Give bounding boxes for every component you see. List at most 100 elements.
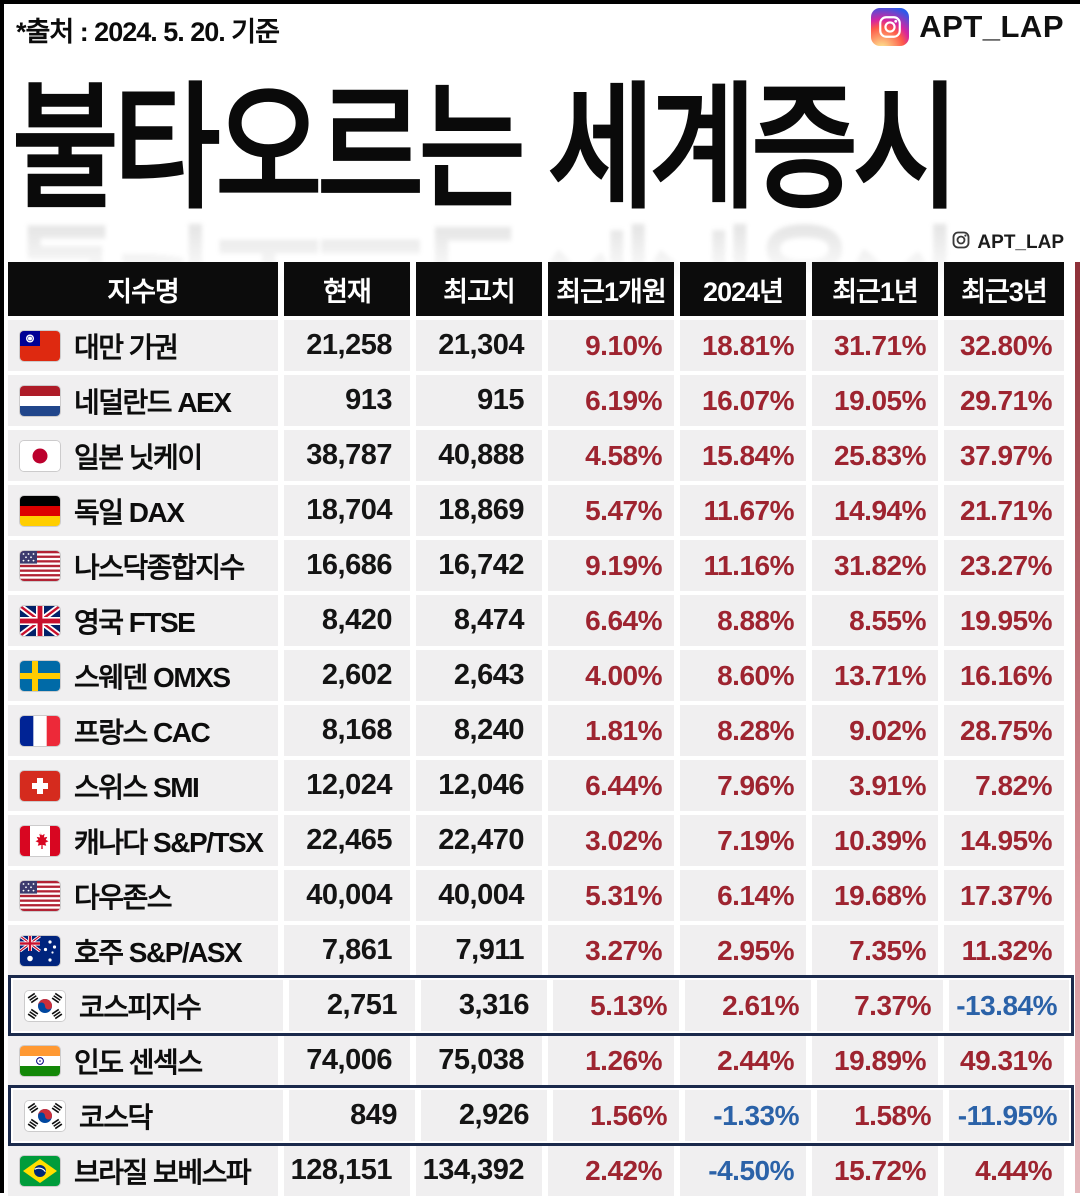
recent-1-year-change: 10.39% xyxy=(812,815,938,866)
recent-1-year-change: 15.72% xyxy=(812,1145,938,1196)
recent-3-year-change: 37.97% xyxy=(944,430,1064,481)
recent-1-month-change: 3.27% xyxy=(548,925,674,976)
index-name-cell: 나스닥종합지수 xyxy=(8,540,278,591)
recent-1-year-change: 19.89% xyxy=(812,1035,938,1086)
table-row: 영국 FTSE 8,420 8,474 6.64% 8.88% 8.55% 19… xyxy=(8,595,1074,646)
current-value: 16,686 xyxy=(284,540,410,591)
index-name-cell: 다우존스 xyxy=(8,870,278,921)
table-row: 캐나다 S&P/TSX 22,465 22,470 3.02% 7.19% 10… xyxy=(8,815,1074,866)
recent-1-year-change: 14.94% xyxy=(812,485,938,536)
column-header-6: 최근1년 xyxy=(812,262,938,316)
index-name-cell: 스웨덴 OMXS xyxy=(8,650,278,701)
current-value: 8,420 xyxy=(284,595,410,646)
index-name-cell: 독일 DAX xyxy=(8,485,278,536)
recent-1-month-change: 5.31% xyxy=(548,870,674,921)
current-value: 22,465 xyxy=(284,815,410,866)
flag-usa-icon xyxy=(20,550,60,581)
recent-3-year-change: -13.84% xyxy=(949,980,1069,1031)
current-value: 128,151 xyxy=(284,1145,410,1196)
index-name-cell: 대만 가권 xyxy=(8,320,278,371)
current-value: 913 xyxy=(284,375,410,426)
recent-1-month-change: 2.42% xyxy=(548,1145,674,1196)
year-2024-change: 8.60% xyxy=(680,650,806,701)
recent-1-year-change: 31.71% xyxy=(812,320,938,371)
table-row: 나스닥종합지수 16,686 16,742 9.19% 11.16% 31.82… xyxy=(8,540,1074,591)
current-value: 38,787 xyxy=(284,430,410,481)
index-name-cell: 캐나다 S&P/TSX xyxy=(8,815,278,866)
current-value: 21,258 xyxy=(284,320,410,371)
table-row: 독일 DAX 18,704 18,869 5.47% 11.67% 14.94%… xyxy=(8,485,1074,536)
all-time-high-value: 134,392 xyxy=(416,1145,542,1196)
recent-1-year-change: 7.35% xyxy=(812,925,938,976)
recent-3-year-change: 14.95% xyxy=(944,815,1064,866)
current-value: 40,004 xyxy=(284,870,410,921)
flag-southkorea-icon xyxy=(25,1100,65,1131)
table-row: 프랑스 CAC 8,168 8,240 1.81% 8.28% 9.02% 28… xyxy=(8,705,1074,756)
all-time-high-value: 3,316 xyxy=(421,980,547,1031)
table-header-row: 지수명 현재 최고치 최근1개원 2024년 최근1년 최근3년 xyxy=(8,262,1074,316)
table-row: 스웨덴 OMXS 2,602 2,643 4.00% 8.60% 13.71% … xyxy=(8,650,1074,701)
index-name: 네덜란드 AEX xyxy=(74,386,232,418)
index-name: 대만 가권 xyxy=(74,331,179,363)
recent-1-year-change: 1.58% xyxy=(817,1090,943,1141)
index-name-cell: 영국 FTSE xyxy=(8,595,278,646)
all-time-high-value: 21,304 xyxy=(416,320,542,371)
recent-1-month-change: 3.02% xyxy=(548,815,674,866)
instagram-handle: APT_LAP xyxy=(919,9,1064,44)
all-time-high-value: 2,926 xyxy=(421,1090,547,1141)
instagram-icon xyxy=(871,8,910,46)
year-2024-change: 7.19% xyxy=(680,815,806,866)
recent-3-year-change: 19.95% xyxy=(944,595,1064,646)
index-name: 일본 닛케이 xyxy=(74,441,203,473)
all-time-high-value: 18,869 xyxy=(416,485,542,536)
source-note: *출처 : 2024. 5. 20. 기준 xyxy=(16,17,280,47)
table-row: 코스닥 849 2,926 1.56% -1.33% 1.58% -11.95% xyxy=(8,1085,1074,1146)
world-indices-table: 지수명 현재 최고치 최근1개원 2024년 최근1년 최근3년 대만 가권 21,258 … xyxy=(8,262,1074,1200)
page-title: 불타오르는 세계증시 xyxy=(12,80,960,217)
recent-1-month-change: 9.19% xyxy=(548,540,674,591)
instagram-badge: APT_LAP xyxy=(871,8,1064,46)
column-header-7: 최근3년 xyxy=(944,262,1064,316)
recent-1-month-change: 6.64% xyxy=(548,595,674,646)
current-value: 8,168 xyxy=(284,705,410,756)
all-time-high-value: 40,004 xyxy=(416,870,542,921)
index-name-cell: 일본 닛케이 xyxy=(8,430,278,481)
column-header-5: 2024년 xyxy=(680,262,806,316)
table-row: 일본 닛케이 38,787 40,888 4.58% 15.84% 25.83%… xyxy=(8,430,1074,481)
index-name-cell: 호주 S&P/ASX xyxy=(8,925,278,976)
index-name: 코스닥 xyxy=(79,1101,153,1133)
flag-taiwan-icon xyxy=(20,330,60,361)
recent-1-month-change: 1.56% xyxy=(553,1090,679,1141)
current-value: 18,704 xyxy=(284,485,410,536)
recent-1-month-change: 4.00% xyxy=(548,650,674,701)
recent-3-year-change: 17.37% xyxy=(944,870,1064,921)
table-row: 인도 센섹스 74,006 75,038 1.26% 2.44% 19.89% … xyxy=(8,1035,1074,1086)
column-header-4: 최근1개원 xyxy=(548,262,674,316)
recent-1-month-change: 5.13% xyxy=(553,980,679,1031)
year-2024-change: 8.28% xyxy=(680,705,806,756)
flag-usa-icon xyxy=(20,880,60,911)
year-2024-change: 18.81% xyxy=(680,320,806,371)
year-2024-change: 6.14% xyxy=(680,870,806,921)
table-row: 브라질 보베스파 128,151 134,392 2.42% -4.50% 15… xyxy=(8,1145,1074,1196)
index-name: 인도 센섹스 xyxy=(74,1046,203,1078)
recent-3-year-change: 21.71% xyxy=(944,485,1064,536)
watermark: APT_LAP xyxy=(951,230,1064,255)
recent-1-year-change: 9.02% xyxy=(812,705,938,756)
recent-1-month-change: 6.19% xyxy=(548,375,674,426)
recent-3-year-change: 29.71% xyxy=(944,375,1064,426)
recent-1-month-change: 1.81% xyxy=(548,705,674,756)
right-border-strip xyxy=(1075,262,1080,1193)
year-2024-change: 8.88% xyxy=(680,595,806,646)
table-row: 호주 S&P/ASX 7,861 7,911 3.27% 2.95% 7.35%… xyxy=(8,925,1074,976)
all-time-high-value: 8,240 xyxy=(416,705,542,756)
recent-1-year-change: 8.55% xyxy=(812,595,938,646)
table-row: 코스피지수 2,751 3,316 5.13% 2.61% 7.37% -13.… xyxy=(8,975,1074,1036)
table-body: 대만 가권 21,258 21,304 9.10% 18.81% 31.71% … xyxy=(8,320,1074,1196)
all-time-high-value: 22,470 xyxy=(416,815,542,866)
year-2024-change: -4.50% xyxy=(680,1145,806,1196)
recent-1-month-change: 5.47% xyxy=(548,485,674,536)
index-name: 영국 FTSE xyxy=(74,606,196,638)
recent-1-month-change: 6.44% xyxy=(548,760,674,811)
index-name: 스위스 SMI xyxy=(74,771,200,803)
